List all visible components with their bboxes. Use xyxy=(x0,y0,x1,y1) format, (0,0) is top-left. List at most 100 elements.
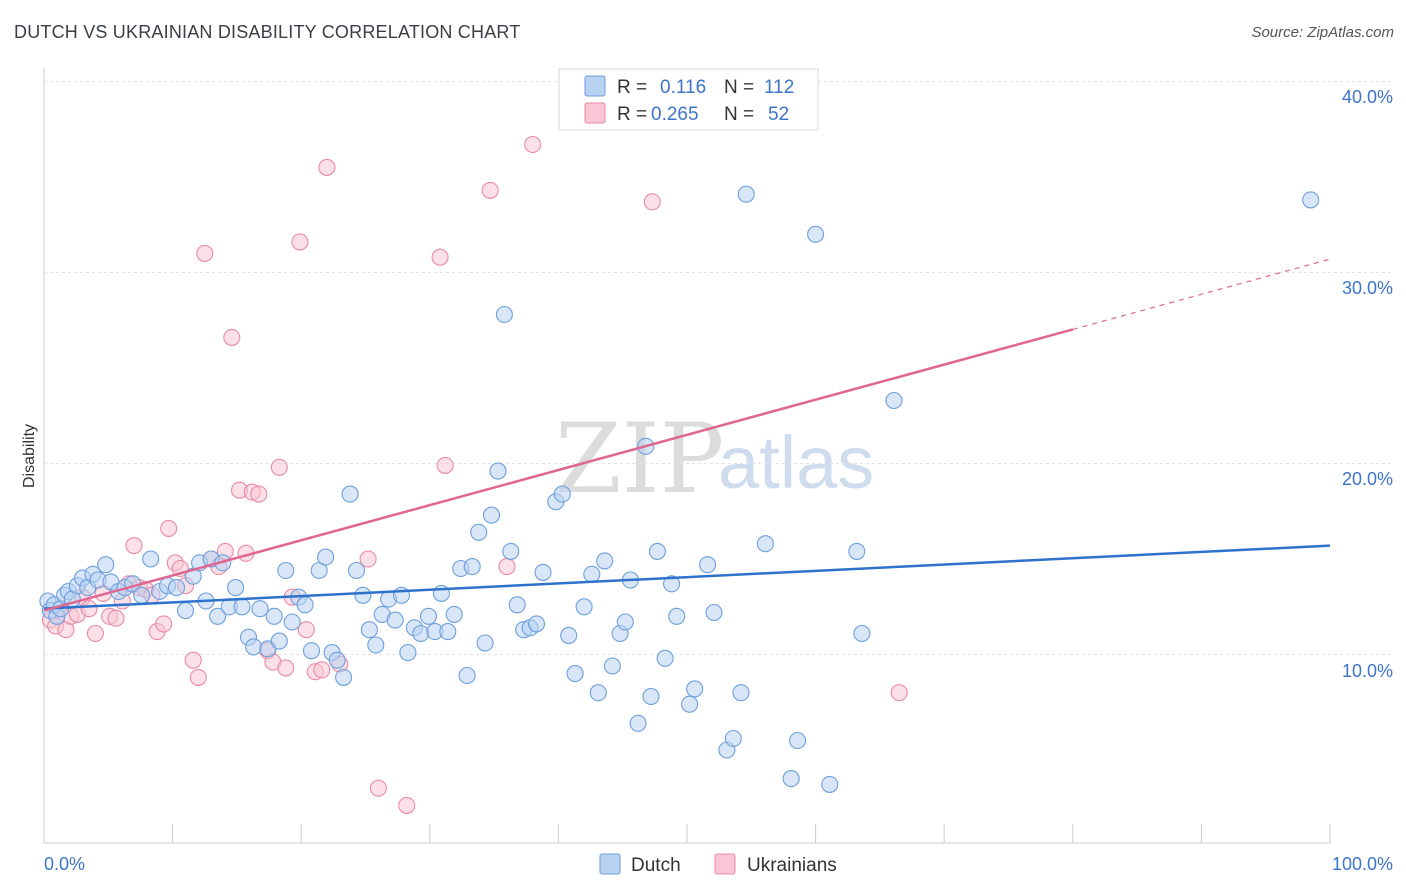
dutch-point-72 xyxy=(489,462,507,480)
dutch-point-40 xyxy=(283,613,301,631)
dutch-point-67 xyxy=(458,666,476,685)
dutch-point-101 xyxy=(699,556,717,574)
dutch-point-22 xyxy=(167,579,186,597)
legend-ukr-n-label: N = xyxy=(724,104,754,125)
x-tick-label-min: 0.0% xyxy=(44,854,85,874)
ukrainians-point-37 xyxy=(270,458,288,476)
dutch-point-58 xyxy=(399,644,417,662)
dutch-point-52 xyxy=(360,621,378,639)
ukrainians-point-20 xyxy=(160,519,178,537)
dutch-point-88 xyxy=(603,657,621,675)
dutch-point-86 xyxy=(589,684,607,702)
ukrainians-point-49 xyxy=(431,248,449,266)
dutch-point-56 xyxy=(386,611,404,629)
dutch-point-115 xyxy=(1302,191,1320,209)
ukrainians-point-41 xyxy=(297,621,315,639)
dutch-point-112 xyxy=(848,542,866,560)
dutch-point-65 xyxy=(445,605,463,623)
dutch-point-107 xyxy=(756,535,774,553)
ukrainians-point-48 xyxy=(398,796,416,814)
dutch-point-48 xyxy=(335,668,353,686)
ukrainians-point-26 xyxy=(196,244,214,262)
dutch-point-92 xyxy=(629,714,647,732)
dutch-point-82 xyxy=(560,626,578,644)
dutch-point-13 xyxy=(97,556,115,574)
dutch-point-37 xyxy=(265,607,283,625)
ukrainians-point-14 xyxy=(125,537,143,555)
dutch-point-71 xyxy=(482,506,501,524)
dutch-point-23 xyxy=(176,602,195,620)
dutch-point-96 xyxy=(656,649,674,667)
dutch-point-50 xyxy=(347,561,366,580)
dutch-point-69 xyxy=(470,523,488,541)
axes xyxy=(43,68,1331,844)
dutch-point-64 xyxy=(439,623,457,641)
watermark-zip: ZIP xyxy=(555,403,724,515)
dutch-point-32 xyxy=(233,598,251,616)
dutch-point-73 xyxy=(495,305,513,324)
ukrainians-trend-solid xyxy=(43,328,1074,612)
dutch-point-87 xyxy=(596,552,614,570)
ukrainians-point-46 xyxy=(359,550,377,568)
legend-swatch-dutch xyxy=(584,75,606,97)
dutch-points xyxy=(39,185,1320,793)
ukrainians-point-55 xyxy=(890,684,908,702)
ukrainians-point-50 xyxy=(436,456,454,474)
ukrainians-point-51 xyxy=(481,181,499,199)
dutch-point-39 xyxy=(277,561,295,580)
dutch-point-113 xyxy=(853,624,871,643)
dutch-point-68 xyxy=(463,558,481,576)
dutch-point-18 xyxy=(133,586,151,604)
ukrainians-point-7 xyxy=(80,600,98,618)
dutch-point-84 xyxy=(575,598,593,616)
dutch-point-19 xyxy=(142,550,160,568)
dutch-point-106 xyxy=(737,185,755,203)
dutch-point-34 xyxy=(245,638,263,656)
stats-legend: R = 0.116 N = 112 R = 0.265 N = 52 xyxy=(558,68,819,131)
bottom-legend-ukrainians: Ukrainians xyxy=(747,855,837,876)
dutch-point-94 xyxy=(642,687,660,706)
ukrainians-point-19 xyxy=(155,615,173,633)
legend-ukr-n-value: 52 xyxy=(768,104,789,125)
dutch-point-79 xyxy=(534,563,552,581)
dutch-point-110 xyxy=(807,225,825,243)
ukrainians-point-8 xyxy=(86,624,104,643)
chart-title: DUTCH VS UKRAINIAN DISABILITY CORRELATIO… xyxy=(14,22,521,42)
dutch-point-53 xyxy=(367,636,385,654)
gridlines xyxy=(44,81,1393,655)
ukrainians-point-11 xyxy=(107,609,125,627)
dutch-trend xyxy=(43,544,1331,610)
dutch-point-31 xyxy=(227,579,245,597)
bottom-legend-dutch: Dutch xyxy=(631,855,681,876)
dutch-point-81 xyxy=(553,485,571,503)
y-tick-label-10: 10.0% xyxy=(1342,661,1393,681)
dutch-point-70 xyxy=(476,634,494,652)
ukrainians-point-34 xyxy=(250,485,268,503)
dutch-point-74 xyxy=(502,542,520,560)
ukrainians-point-53 xyxy=(524,135,542,154)
source-credit: Source: ZipAtlas.com xyxy=(1251,24,1394,41)
y-tick-label-20: 20.0% xyxy=(1342,469,1393,489)
ukrainians-point-47 xyxy=(369,779,387,797)
ukrainians-point-38 xyxy=(277,659,295,677)
legend-ukr-r-value: 0.265 xyxy=(651,104,699,125)
dutch-point-51 xyxy=(354,586,372,604)
dutch-point-111 xyxy=(821,775,839,793)
y-axis-title: Disability xyxy=(21,424,38,488)
dutch-point-97 xyxy=(663,575,681,593)
dutch-point-109 xyxy=(789,731,807,750)
dutch-point-60 xyxy=(412,624,430,643)
ukrainians-point-44 xyxy=(318,158,336,176)
dutch-point-95 xyxy=(648,542,666,560)
dutch-point-102 xyxy=(705,603,723,622)
dutch-point-114 xyxy=(885,391,903,410)
dutch-point-85 xyxy=(583,565,601,583)
x-tick-label-max: 100.0% xyxy=(1332,854,1393,874)
dutch-point-28 xyxy=(209,607,227,625)
dutch-point-78 xyxy=(527,615,546,633)
dutch-point-104 xyxy=(724,729,742,748)
legend-dutch-r-value: 0.116 xyxy=(660,77,706,98)
ukrainians-point-40 xyxy=(291,233,309,251)
series-legend: Dutch Ukrainians xyxy=(599,853,837,876)
